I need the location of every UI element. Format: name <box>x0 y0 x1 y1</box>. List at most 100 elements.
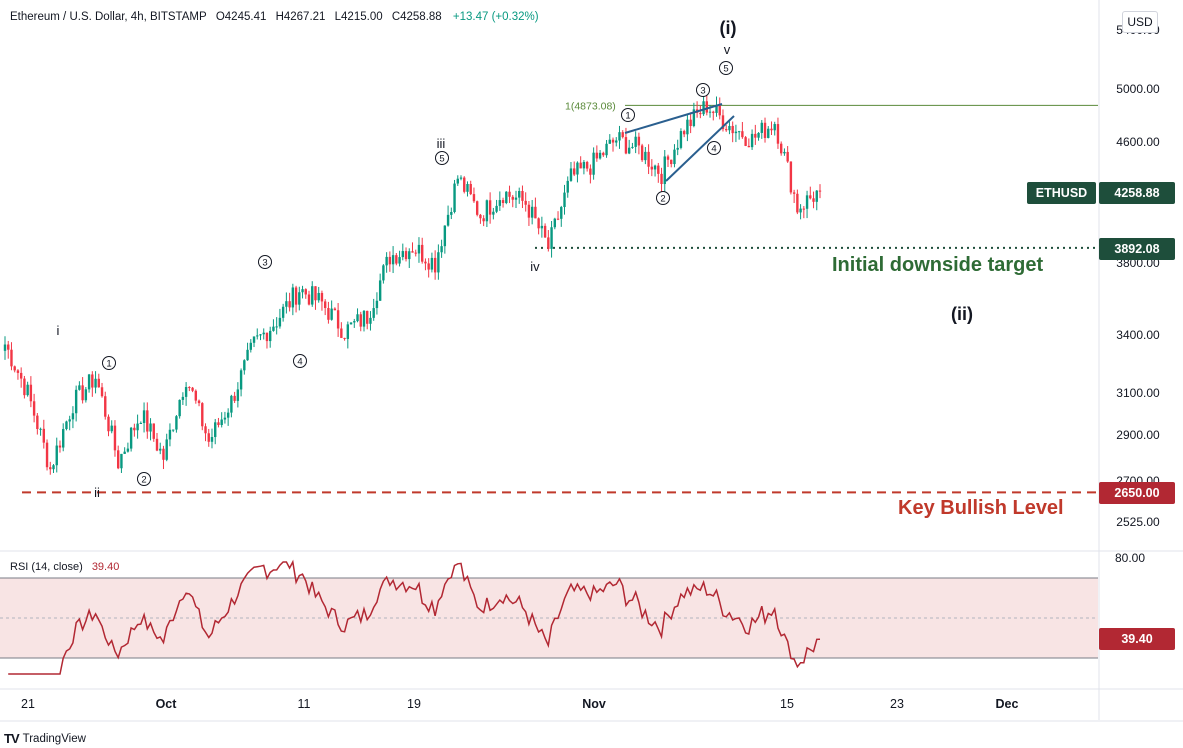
candle-body <box>634 136 637 147</box>
rsi-layer: 80.00 <box>0 551 1145 675</box>
candle-body <box>178 399 181 417</box>
candle-body <box>291 287 295 308</box>
candle-body <box>737 131 741 133</box>
candle-body <box>353 321 356 323</box>
candle-body <box>104 396 107 417</box>
candle-body <box>592 152 595 175</box>
candle-body <box>3 344 7 351</box>
candle-body <box>272 326 275 331</box>
candle-body <box>204 426 207 434</box>
candle-body <box>175 416 178 430</box>
candle-body <box>469 183 472 195</box>
candle-body <box>116 450 120 469</box>
candle-body <box>366 310 369 324</box>
candle-body <box>7 344 10 350</box>
candle-body <box>159 448 162 451</box>
candle-body <box>579 162 582 169</box>
candle-body <box>71 413 75 420</box>
wave-circle-14 <box>656 191 670 205</box>
candle-body <box>560 207 563 219</box>
candle-body <box>123 451 126 454</box>
candle-body <box>110 425 113 432</box>
candle-body <box>62 429 65 448</box>
candle-body <box>640 145 644 161</box>
candle-body <box>327 308 330 320</box>
candle-body <box>210 437 214 442</box>
candle-body <box>171 429 175 431</box>
candle-body <box>637 136 641 146</box>
candle-body <box>708 111 712 113</box>
candle-body <box>220 419 223 426</box>
rsi-value-tag: 39.40 <box>1099 628 1175 650</box>
candle-body <box>259 334 262 336</box>
x-tick-label: 15 <box>780 697 794 711</box>
candle-body <box>87 374 91 390</box>
candle-body <box>398 257 401 264</box>
rsi-line <box>8 559 821 675</box>
brand-name: TradingView <box>22 732 86 745</box>
candle-body <box>595 152 599 159</box>
grid-layer <box>0 0 1183 722</box>
fib-level-label: 1(4873.08) <box>565 100 616 112</box>
candle-body <box>133 427 136 431</box>
candle-body <box>647 151 650 167</box>
candle-body <box>304 289 307 295</box>
candle-body <box>563 192 566 208</box>
candle-body <box>556 218 560 220</box>
candle-body <box>362 310 366 327</box>
currency-button[interactable]: USD <box>1122 11 1158 33</box>
candle-body <box>508 191 511 197</box>
y-tick-label: 5000.00 <box>1116 82 1160 96</box>
candle-body <box>152 423 155 439</box>
candle-body <box>285 301 288 307</box>
candle-body <box>660 173 663 185</box>
candle-body <box>411 251 414 253</box>
candle-body <box>750 133 754 148</box>
candle-body <box>627 147 631 154</box>
candle-body <box>566 180 569 193</box>
wave-label-6: (i) <box>720 18 737 38</box>
symbol-title: Ethereum / U.S. Dollar, 4h, BITSTAMP <box>10 11 207 23</box>
candle-body <box>763 122 767 138</box>
candle-body <box>236 389 240 401</box>
y-tick-label: 3400.00 <box>1116 328 1160 342</box>
candle-body <box>747 145 751 148</box>
candle-body <box>262 332 265 335</box>
candle-body <box>757 132 760 138</box>
candle-body <box>256 335 259 337</box>
candle-body <box>540 225 544 229</box>
candle-body <box>94 378 97 388</box>
candle-body <box>84 389 88 401</box>
candle-body <box>692 109 696 127</box>
key-bullish-level-label: Key Bullish Level <box>898 497 1064 519</box>
candle-body <box>650 166 654 170</box>
candle-body <box>298 292 301 305</box>
candle-body <box>495 205 498 212</box>
wedge-lower-line <box>665 115 735 182</box>
candle-body <box>23 378 26 396</box>
candle-body <box>246 349 249 361</box>
candle-body <box>686 119 689 135</box>
footer[interactable]: TV TradingView <box>4 731 86 746</box>
chart-header: Ethereum / U.S. Dollar, 4h, BITSTAMP O42… <box>10 11 543 23</box>
candle-body <box>372 308 375 318</box>
candle-body <box>805 195 809 209</box>
candle-body <box>184 387 188 397</box>
candle-body <box>191 387 194 391</box>
wave-label-8: 1 <box>106 359 111 370</box>
candle-body <box>136 423 139 431</box>
tradingview-logo-icon: TV <box>4 731 20 746</box>
candle-body <box>301 289 304 293</box>
candle-body <box>265 332 269 342</box>
candle-body <box>815 190 818 202</box>
candle-body <box>744 137 747 146</box>
candle-body <box>385 256 388 266</box>
candle-body <box>776 124 780 144</box>
candles-layer <box>3 93 822 475</box>
candle-body <box>479 214 482 219</box>
candle-body <box>165 439 168 460</box>
candle-body <box>126 448 130 452</box>
wave-label-4: iv <box>530 259 540 274</box>
wave-label-16: 4 <box>711 144 716 155</box>
